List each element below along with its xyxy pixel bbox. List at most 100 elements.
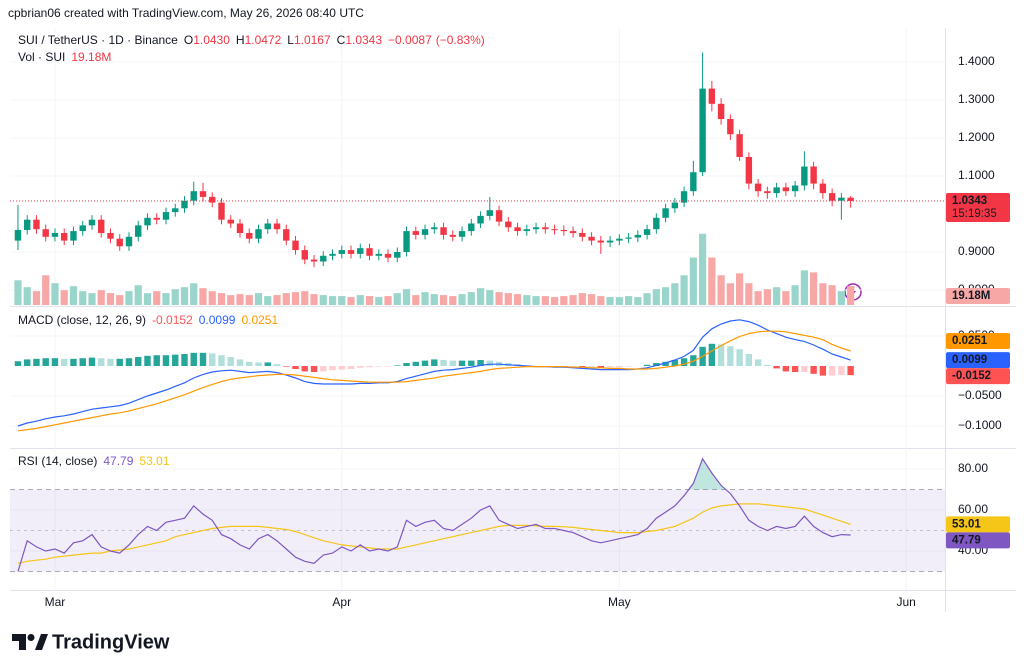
macd-histogram-bar [477,360,484,367]
volume-bar [708,257,716,305]
candle-body [560,229,568,232]
macd-histogram-bar [236,359,244,367]
volume-value: 19.18M [71,50,111,64]
volume-bar [190,283,198,305]
macd-histogram-bar [458,360,466,367]
candle-body [449,234,456,237]
y-tick-label: 1.4000 [958,54,995,68]
volume-bar [439,295,448,305]
macd-histogram-bar [255,362,262,367]
countdown-label: 15:19:35 [952,208,997,220]
volume-bar [171,289,179,305]
candle-body [588,236,595,241]
change-percent: (−0.83%) [436,33,485,47]
candle-body [643,229,651,235]
candle-body [754,183,762,192]
macd-histogram-bar [754,359,762,367]
volume-bar [513,294,522,305]
volume-bar [560,296,568,305]
candle-body [606,240,614,243]
candle-body [801,166,808,186]
volume-bar [504,293,512,305]
volume-bar [606,297,614,305]
volume-bar [486,290,494,305]
ohlc-value: 1.0472 [245,33,282,47]
candle-body [310,259,318,262]
candle-body [625,237,632,239]
volume-bar [449,296,457,305]
candle-body [135,225,142,237]
candle-body [505,221,512,228]
volume-bar [689,257,697,305]
volume-bar [208,291,216,305]
volume-bar [69,286,78,305]
macd-histogram-bar [42,358,49,367]
macd-histogram-bar [412,361,419,367]
rsi-axis-label-box [946,532,1010,549]
candle-body [199,191,207,197]
candle-body [468,223,475,232]
ohlc-value: 1.0430 [193,33,230,47]
macd-histogram-bar [283,366,290,367]
macd-histogram-bar [98,358,105,367]
macd-histogram-bar [125,358,133,367]
macd-histogram-bar [680,358,688,367]
macd-histogram-bar [264,362,271,367]
price-axis-label: 1.0343 [952,195,987,207]
candle-body [394,251,401,258]
macd-histogram-bar [736,349,743,367]
candle-body [320,255,327,262]
volume-bar [106,293,115,305]
candle-body [70,231,77,241]
candle-body [458,231,466,237]
ohlc-legend: SUI / TetherUS · 1D · Binance O1.0430 H1.0… [18,33,485,47]
candle-body [782,187,790,192]
rsi-legend: RSI (14, close) 47.79 53.01 [18,454,170,468]
candle-body [301,250,308,260]
volume-bar [88,293,96,305]
macd-hist-value: -0.0152 [152,313,193,327]
rsi-axis-label: 47.79 [952,534,981,546]
volume-bar [23,287,31,305]
volume-axis-label: 19.18M [952,290,990,302]
macd-histogram-bar [745,354,753,367]
volume-bar [328,296,337,305]
symbol: SUI / TetherUS · 1D · Binance [18,33,178,47]
candle-body [717,103,725,120]
candle-body [847,197,854,201]
candle-body [116,238,123,247]
macd-histogram-bar [727,346,734,367]
volume-bar [698,233,707,305]
macd-histogram-bar [347,366,355,370]
ohlc-key: H [236,33,245,47]
candle-body [532,227,540,230]
macd-histogram-bar [116,358,123,367]
y-tick-label: 1.1000 [958,168,995,182]
candle-body [125,236,133,247]
volume-bar [412,295,420,305]
logo [12,634,48,650]
macd-histogram-bar [421,360,429,367]
macd-histogram-bar [79,358,86,367]
macd-histogram-bar [273,364,281,367]
volume-bar [227,295,235,305]
volume-bar [310,294,318,305]
macd-histogram-bar [440,360,447,367]
volume-bar [338,296,346,305]
x-tick-label: Apr [332,595,351,609]
volume-bar [745,283,753,305]
macd-histogram-bar [449,360,456,367]
volume-bar [837,291,845,305]
macd-histogram-bar [782,366,790,372]
candle-body [421,229,429,235]
macd-histogram-bar [828,366,836,376]
macd-line [17,319,851,427]
macd-histogram-bar [209,353,216,367]
candle-body [98,219,105,233]
candle-body [375,253,382,256]
macd-histogram-bar [708,343,716,367]
volume-bar [624,296,633,305]
volume-bar [661,287,670,305]
